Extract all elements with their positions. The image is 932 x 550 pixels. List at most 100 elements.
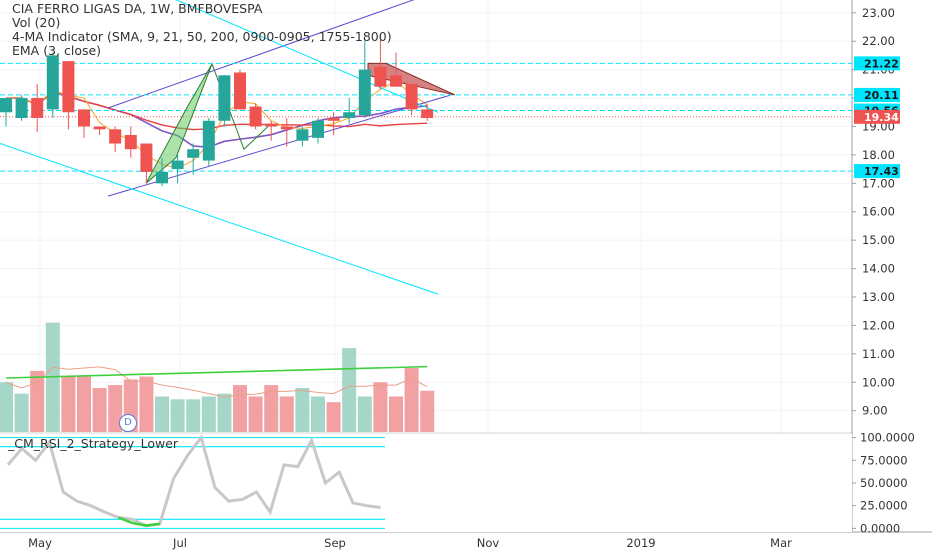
candle-body [296,129,309,141]
volume-bar [92,387,107,432]
y-tick-label: 11.00 [862,347,895,361]
rsi-tick-label: 75.0000 [860,453,908,467]
x-tick-label: Mar [770,536,792,550]
x-tick-label: Sep [324,536,346,550]
volume-bar [279,396,294,432]
candle-body [405,83,418,110]
candle [202,117,215,167]
ema-3-line [6,80,428,169]
candle-body [15,98,28,118]
volume-ma-line [5,366,428,398]
candle-body [31,98,44,118]
candle [312,117,324,144]
dividend-badge[interactable]: D [119,414,137,432]
candle [140,143,153,184]
y-tick-label: 12.00 [862,318,895,332]
rsi-tick-label: 100.0000 [860,431,915,445]
price-tag-label: 17.43 [864,165,899,178]
y-tick-label: 14.00 [862,262,895,276]
volume-bar [357,396,372,432]
volume-bar [326,402,341,432]
candlestick-series [0,35,434,187]
price-axis: 9.00 10.00 11.00 12.00 13.00 14.00 15.00 16.00 1… [852,6,900,418]
volume-bar [201,396,216,432]
volume-bar [77,376,91,432]
candle-body [62,61,75,113]
rsi-tick-label: 50.0000 [860,476,908,490]
candle [327,112,340,135]
volume-legend[interactable]: Vol (20) [12,15,61,30]
volume-bar [342,348,357,432]
volume-bar [389,396,403,432]
y-tick-label: 23.00 [862,6,895,20]
volume-bar [248,396,263,432]
candle [93,126,106,135]
price-tag-label: 21.22 [864,57,899,70]
candle-body [124,135,137,150]
candle-body [327,117,340,121]
trendline-cyan-lower [0,143,439,295]
volume-bar [217,393,232,432]
candle [249,103,262,130]
rsi-background [0,434,852,532]
candle-body [390,75,402,87]
ma-indicator-legend[interactable]: 4-MA Indicator (SMA, 9, 21, 50, 200, 090… [12,29,392,44]
candle-body [93,126,106,130]
candle-body [78,109,90,127]
rsi-line [6,434,381,528]
rsi-tick-label: 0.0000 [860,521,900,535]
candle-body [234,72,246,110]
candle-body [218,75,231,121]
volume-series [0,322,435,432]
candle-body [46,55,59,110]
candle-body [421,109,434,118]
volume-bar [14,393,29,432]
candle [78,109,90,138]
x-tick-label: May [28,536,52,550]
candle [124,126,137,158]
candle-body [374,66,387,87]
candle [343,98,356,124]
x-tick-label: Jul [172,536,187,550]
sma-21-line [6,91,428,131]
candle [280,117,293,147]
candle [296,126,309,147]
symbol-title[interactable]: CIA FERRO LIGAS DA, 1W, BMFBOVESPA [12,1,263,16]
candle-body [187,149,200,158]
volume-bar [155,396,169,432]
volume-bar [404,368,419,432]
y-tick-label: 17.00 [862,176,895,190]
price-tag [854,56,900,71]
candle [0,98,12,127]
trendline-cyan-upper [175,0,439,113]
volume-bar [0,382,13,432]
candle-body [312,120,324,138]
volume-bar [420,390,435,432]
rsi-tick-label: 25.0000 [860,499,908,513]
price-tag [854,109,900,124]
candle [62,61,75,130]
candle-body [202,120,215,161]
ema-legend[interactable]: EMA (3, close) [12,43,102,58]
volume-bar [186,399,201,432]
candle-body [140,143,153,172]
candle [109,126,122,153]
volume-bar [61,376,76,432]
candle-body [249,106,262,127]
volume-bar [311,396,325,432]
volume-bar [139,376,154,432]
candle [358,41,371,118]
y-tick-label: 18.00 [862,148,895,162]
rsi-oversold-highlight [117,516,160,527]
candle-body [109,129,122,144]
rsi-indicator-title[interactable]: _CM_RSI_2_Strategy_Lower [8,436,179,451]
price-tag [854,164,900,179]
volume-bar [373,382,388,432]
candle [15,95,28,121]
candle [46,52,59,118]
price-tag-label: 19.34 [864,111,899,124]
candle-body [358,69,371,116]
y-tick-label: 13.00 [862,290,895,304]
